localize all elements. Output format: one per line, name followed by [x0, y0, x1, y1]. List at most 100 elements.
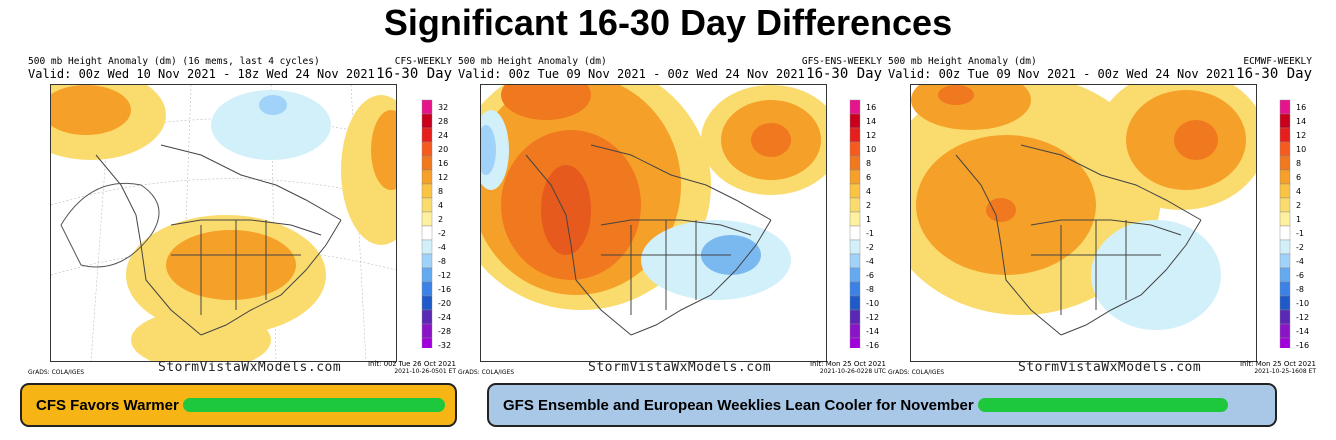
model-name: ECMWF-WEEKLY [1243, 56, 1312, 67]
scale-label: 20 [438, 145, 448, 154]
header-line1: 500 mb Height Anomaly (dm) (16 mems, las… [28, 56, 320, 67]
scale-swatch [421, 141, 433, 157]
scale-swatch [849, 281, 861, 297]
scale-label: -16 [438, 285, 451, 294]
caption-gfs-ecmwf-cooler: GFS Ensemble and European Weeklies Lean … [487, 383, 1277, 427]
scale-label: 16 [438, 159, 448, 168]
scale-swatch [421, 309, 433, 325]
scale-label: 2 [866, 201, 871, 210]
header-line2: Valid: 00z Tue 09 Nov 2021 - 00z Wed 24 … [888, 67, 1235, 81]
scale-swatch [849, 211, 861, 227]
scale-swatch [1279, 253, 1291, 269]
scale-label: -16 [866, 341, 879, 348]
scale-label: -12 [1296, 313, 1309, 322]
anomaly-map [480, 84, 827, 362]
scale-swatch [421, 211, 433, 227]
scale-swatch [421, 225, 433, 241]
init-stamp: 2021-10-25-1608 ET [1254, 368, 1316, 375]
scale-label: -8 [438, 257, 446, 266]
scale-label: 4 [1296, 187, 1301, 196]
scale-label: -10 [1296, 299, 1309, 308]
scale-swatch [1279, 281, 1291, 297]
header-line2: Valid: 00z Wed 10 Nov 2021 - 18z Wed 24 … [28, 67, 375, 81]
init-label: Init: 00z Tue 26 Oct 2021 2021-10-26-050… [328, 360, 456, 376]
scale-swatch [1279, 155, 1291, 171]
scale-label: 2 [438, 215, 443, 224]
scale-label: 14 [1296, 117, 1306, 126]
scale-label: 12 [438, 173, 448, 182]
scale-swatch [849, 197, 861, 213]
scale-label: 10 [1296, 145, 1306, 154]
caption-cfs-warmer: CFS Favors Warmer [20, 383, 457, 427]
init-text: Init: 00z Tue 26 Oct 2021 [367, 360, 456, 368]
scale-swatch [1279, 99, 1291, 115]
scale-label: -8 [866, 285, 874, 294]
scale-swatch [849, 127, 861, 143]
scale-label: 16 [1296, 103, 1306, 112]
scale-label: 4 [866, 187, 871, 196]
scale-swatch [849, 253, 861, 269]
redaction-mark [182, 398, 445, 412]
scale-label: -4 [1296, 257, 1304, 266]
scale-label: -6 [1296, 271, 1304, 280]
scale-label: -14 [1296, 327, 1309, 336]
scale-swatch [421, 295, 433, 311]
scale-label: 10 [866, 145, 876, 154]
brand-label: StormVistaWxModels.com [588, 360, 772, 375]
header-line2: Valid: 00z Tue 09 Nov 2021 - 00z Wed 24 … [458, 67, 805, 81]
caption-right-text: GFS Ensemble and European Weeklies Lean … [503, 396, 974, 414]
scale-label: 2 [1296, 201, 1301, 210]
ecmwf-panel: 500 mb Height Anomaly (dm) Valid: 00z Tu… [888, 56, 1316, 378]
scale-swatch [849, 141, 861, 157]
range-label: 16-30 Day [806, 66, 882, 82]
scale-swatch [421, 267, 433, 283]
range-label: 16-30 Day [1236, 66, 1312, 82]
scale-swatch [849, 295, 861, 311]
init-stamp: 2021-10-26-0501 ET [394, 368, 456, 375]
scale-swatch [421, 99, 433, 115]
scale-swatch [421, 197, 433, 213]
scale-label: -12 [438, 271, 451, 280]
scale-label: -2 [438, 229, 446, 238]
scale-label: 4 [438, 201, 443, 210]
scale-label: 16 [866, 103, 876, 112]
scale-swatch [421, 183, 433, 199]
scale-label: -32 [438, 341, 451, 348]
scale-swatch [421, 169, 433, 185]
scale-label: 32 [438, 103, 448, 112]
scale-label: -2 [1296, 243, 1304, 252]
scale-swatch [1279, 239, 1291, 255]
range-label: 16-30 Day [376, 66, 452, 82]
scale-swatch [1279, 197, 1291, 213]
scale-swatch [849, 99, 861, 115]
redaction-mark [977, 398, 1228, 412]
scale-swatch [1279, 309, 1291, 325]
scale-swatch [421, 239, 433, 255]
caption-left-text: CFS Favors Warmer [36, 396, 179, 414]
header-line1: 500 mb Height Anomaly (dm) [888, 56, 1037, 67]
scale-swatch [849, 113, 861, 129]
scale-swatch [1279, 169, 1291, 185]
scale-swatch [849, 309, 861, 325]
scale-label: -6 [866, 271, 874, 280]
init-text: Init: Mon 25 Oct 2021 [1239, 360, 1316, 368]
color-scale: 16 14 12 10 8 6 4 2 1 -1 -2 -4 -6 -8 -10 -12 -14 -16 [849, 99, 879, 348]
scale-label: -20 [438, 299, 451, 308]
scale-swatch [849, 183, 861, 199]
scale-swatch [849, 155, 861, 171]
cfs-panel: 500 mb Height Anomaly (dm) (16 mems, las… [28, 56, 456, 378]
scale-swatch [849, 337, 861, 348]
scale-label: -8 [1296, 285, 1304, 294]
scale-label: -16 [1296, 341, 1309, 348]
brand-label: StormVistaWxModels.com [1018, 360, 1202, 375]
scale-swatch [1279, 127, 1291, 143]
scale-label: -28 [438, 327, 451, 336]
scale-swatch [421, 253, 433, 269]
scale-swatch [1279, 211, 1291, 227]
scale-label: 12 [1296, 131, 1306, 140]
scale-label: 14 [866, 117, 876, 126]
scale-label: -10 [866, 299, 879, 308]
scale-label: 6 [866, 173, 871, 182]
source-label: GrADS: COLA/IGES [888, 369, 945, 376]
scale-swatch [421, 113, 433, 129]
